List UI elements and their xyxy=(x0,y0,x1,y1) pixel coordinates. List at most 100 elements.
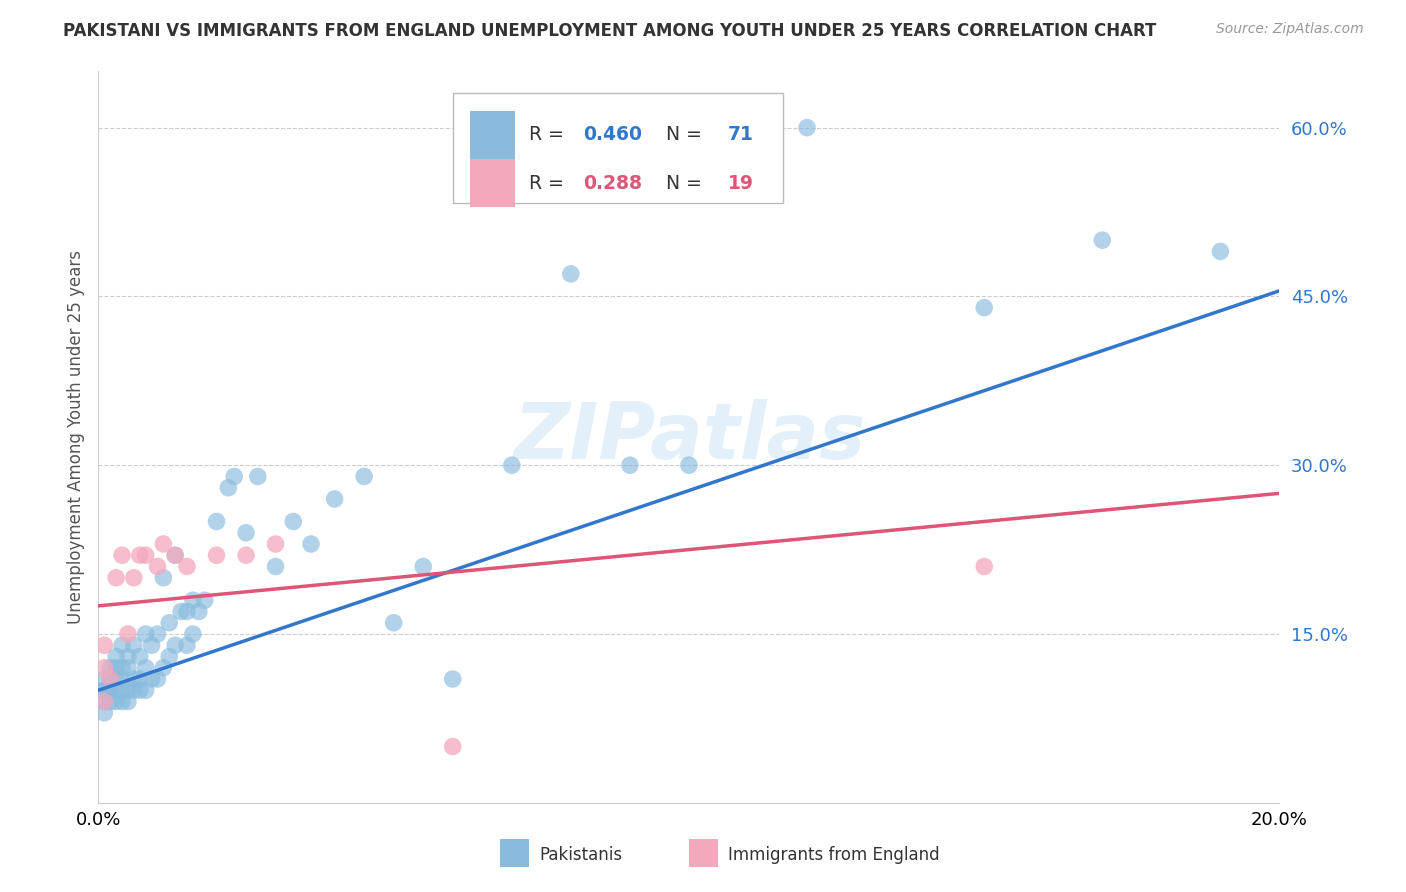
Point xyxy=(135,661,157,675)
Point xyxy=(973,301,995,315)
Text: N =: N = xyxy=(654,174,707,193)
Point xyxy=(146,559,169,574)
Text: PAKISTANI VS IMMIGRANTS FROM ENGLAND UNEMPLOYMENT AMONG YOUTH UNDER 25 YEARS COR: PAKISTANI VS IMMIGRANTS FROM ENGLAND UNE… xyxy=(63,22,1157,40)
Point xyxy=(560,267,582,281)
Point xyxy=(98,694,121,708)
Text: ZIPatlas: ZIPatlas xyxy=(513,399,865,475)
Point xyxy=(217,481,239,495)
Point xyxy=(93,672,115,686)
Point xyxy=(93,638,115,652)
Point xyxy=(152,571,174,585)
Point xyxy=(1091,233,1114,247)
Point xyxy=(111,694,134,708)
Point xyxy=(235,548,257,562)
Point xyxy=(128,683,150,698)
Text: R =: R = xyxy=(530,126,571,145)
Text: 0.288: 0.288 xyxy=(582,174,641,193)
Point xyxy=(105,649,128,664)
Point xyxy=(1209,244,1232,259)
Point xyxy=(128,672,150,686)
Bar xyxy=(471,112,516,159)
Point xyxy=(205,548,228,562)
Point xyxy=(235,525,257,540)
Point xyxy=(117,649,139,664)
Point xyxy=(441,672,464,686)
Bar xyxy=(453,94,783,203)
Point xyxy=(122,683,145,698)
Bar xyxy=(501,839,530,867)
Point xyxy=(135,627,157,641)
Point xyxy=(93,706,115,720)
Point xyxy=(128,649,150,664)
Point xyxy=(152,661,174,675)
Point xyxy=(157,615,180,630)
Point xyxy=(141,638,163,652)
Text: 71: 71 xyxy=(728,126,754,145)
Point xyxy=(157,649,180,664)
Point xyxy=(93,683,115,698)
Point xyxy=(98,661,121,675)
Text: Pakistanis: Pakistanis xyxy=(538,846,621,863)
Point xyxy=(111,672,134,686)
Text: Source: ZipAtlas.com: Source: ZipAtlas.com xyxy=(1216,22,1364,37)
Point xyxy=(973,559,995,574)
Point xyxy=(105,683,128,698)
Point xyxy=(176,605,198,619)
Bar xyxy=(689,839,718,867)
Point xyxy=(181,627,204,641)
Point xyxy=(105,672,128,686)
Point xyxy=(165,638,187,652)
Point xyxy=(98,672,121,686)
Text: N =: N = xyxy=(654,126,707,145)
Point xyxy=(93,661,115,675)
Point xyxy=(93,694,115,708)
Point xyxy=(165,548,187,562)
Point xyxy=(264,537,287,551)
Point xyxy=(98,683,121,698)
Point xyxy=(170,605,193,619)
Point xyxy=(93,683,115,698)
Point xyxy=(93,694,115,708)
Point xyxy=(246,469,269,483)
Point xyxy=(105,571,128,585)
Point xyxy=(176,638,198,652)
Point xyxy=(122,571,145,585)
Text: 19: 19 xyxy=(728,174,754,193)
Text: Immigrants from England: Immigrants from England xyxy=(728,846,939,863)
Point xyxy=(141,672,163,686)
Point xyxy=(98,672,121,686)
Point xyxy=(117,627,139,641)
Point xyxy=(194,593,217,607)
Text: R =: R = xyxy=(530,174,571,193)
Point xyxy=(98,683,121,698)
Point xyxy=(264,559,287,574)
Point xyxy=(224,469,246,483)
Point xyxy=(353,469,375,483)
Point xyxy=(165,548,187,562)
Point xyxy=(122,638,145,652)
Point xyxy=(105,661,128,675)
Point xyxy=(187,605,209,619)
Point xyxy=(128,548,150,562)
Point xyxy=(412,559,434,574)
Point xyxy=(678,458,700,473)
Point xyxy=(135,683,157,698)
Point xyxy=(152,537,174,551)
Point xyxy=(146,627,169,641)
Point xyxy=(117,694,139,708)
Point xyxy=(382,615,405,630)
Point xyxy=(796,120,818,135)
Point xyxy=(111,638,134,652)
Point xyxy=(323,491,346,506)
Point xyxy=(176,559,198,574)
Point xyxy=(299,537,322,551)
Point xyxy=(105,694,128,708)
Y-axis label: Unemployment Among Youth under 25 years: Unemployment Among Youth under 25 years xyxy=(66,250,84,624)
Point xyxy=(117,683,139,698)
Text: 0.460: 0.460 xyxy=(582,126,641,145)
Point xyxy=(501,458,523,473)
Point xyxy=(205,515,228,529)
Point xyxy=(111,661,134,675)
Point xyxy=(111,683,134,698)
Point xyxy=(117,661,139,675)
